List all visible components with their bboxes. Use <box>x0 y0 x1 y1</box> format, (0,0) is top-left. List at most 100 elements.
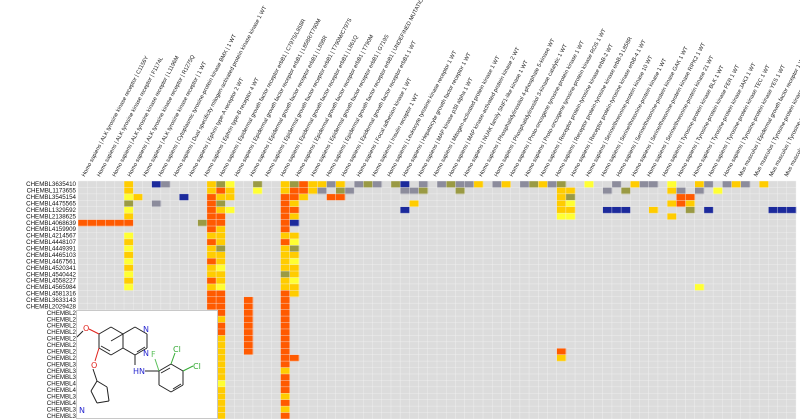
heatmap-cell <box>252 181 263 188</box>
heatmap-cell <box>216 213 226 220</box>
heatmap-cell <box>216 200 226 208</box>
heatmap-cell <box>114 219 125 227</box>
heatmap-cell <box>556 200 567 208</box>
heatmap-cell <box>473 181 484 188</box>
row-label: CHEMBL3633143 <box>26 297 76 304</box>
heatmap-cell <box>298 181 309 188</box>
row-label: CHEMBL2138625 <box>26 213 76 220</box>
heatmap-cell <box>206 251 217 259</box>
heatmap-cell <box>768 206 778 214</box>
heatmap-cell <box>547 181 557 188</box>
heatmap-cell <box>289 181 300 188</box>
row-label: CHEMBL3 <box>47 393 77 400</box>
heatmap-cell <box>124 264 134 272</box>
heatmap-cell <box>289 290 300 298</box>
heatmap-cell <box>206 206 217 214</box>
heatmap-cell <box>105 219 116 227</box>
heatmap-cell <box>639 181 650 188</box>
heatmap-cell <box>206 213 217 220</box>
heatmap-cell <box>565 193 576 201</box>
row-label: CHEMBL2 <box>47 355 77 362</box>
heatmap-cell <box>713 187 723 195</box>
heatmap-cell <box>124 187 134 195</box>
heatmap-cell <box>225 181 235 188</box>
heatmap-cell <box>676 187 686 195</box>
heatmap-cell <box>289 264 300 272</box>
heatmap-cell <box>280 296 291 304</box>
heatmap-cell <box>565 213 576 220</box>
heatmap-cell <box>280 181 291 188</box>
row-label: CHEMBL4540442 <box>26 271 76 278</box>
heatmap-cell <box>216 283 226 291</box>
heatmap-cell <box>280 341 291 349</box>
heatmap-cell <box>289 193 300 201</box>
heatmap-cell <box>216 328 226 336</box>
heatmap-cell <box>216 238 226 246</box>
heatmap-cell <box>685 193 696 201</box>
heatmap-cell <box>206 271 217 278</box>
atom-f: F <box>151 350 156 359</box>
atom-n1: N <box>143 325 149 334</box>
row-label: CHEMBL3635410 <box>26 181 76 188</box>
row-label: CHEMBL4565984 <box>26 284 76 291</box>
heatmap-cell <box>280 322 291 330</box>
heatmap-cell <box>354 181 364 188</box>
heatmap-cell <box>206 238 217 246</box>
heatmap-cell <box>694 283 705 291</box>
row-label: CHEMBL2 <box>47 348 77 355</box>
atom-nh: HN <box>133 367 145 376</box>
heatmap-cell <box>409 200 419 208</box>
heatmap-cell <box>289 283 300 291</box>
heatmap-cell <box>289 206 300 214</box>
row-label: CHEMBL4068639 <box>26 220 76 227</box>
heatmap-cell <box>289 258 300 265</box>
row-label: CHEMBL3 <box>47 413 77 419</box>
heatmap-cell <box>685 206 696 214</box>
heatmap-cell <box>326 181 337 188</box>
heatmap-cell <box>243 348 254 355</box>
heatmap-cell <box>124 251 134 259</box>
heatmap-cell <box>216 335 226 343</box>
heatmap-cell <box>731 181 742 188</box>
heatmap-cell <box>243 341 254 349</box>
heatmap-cell <box>372 181 383 188</box>
row-label: CHEMBL2 <box>47 336 77 343</box>
heatmap-cell <box>648 181 659 188</box>
heatmap-cell <box>280 213 291 220</box>
heatmap-cell <box>556 348 567 355</box>
heatmap-cells <box>78 181 797 419</box>
heatmap-cell <box>308 187 318 195</box>
heatmap-cell <box>289 200 300 208</box>
row-label: CHEMBL2 <box>47 310 77 317</box>
molecule-structure-drawing: N N O O F Cl Cl HN N <box>77 324 201 415</box>
heatmap-cell <box>206 290 217 298</box>
heatmap-cell <box>280 309 291 317</box>
row-label: CHEMBL4 <box>47 387 77 394</box>
heatmap-cell <box>124 283 134 291</box>
heatmap-cell <box>206 277 217 285</box>
row-label: CHEMBL4 <box>47 381 77 388</box>
heatmap-cell <box>216 354 226 362</box>
heatmap-cell <box>216 309 226 317</box>
heatmap-cell <box>280 238 291 246</box>
heatmap-cell <box>335 181 346 188</box>
heatmap-cell <box>280 193 291 201</box>
heatmap-cell <box>151 200 162 208</box>
heatmap-cell <box>289 271 300 278</box>
heatmap-cell <box>630 181 640 188</box>
row-label: CHEMBL3 <box>47 361 77 368</box>
heatmap-cell <box>289 213 300 220</box>
column-label: Homo sapiens | Serine/threonine-protein … <box>616 45 690 178</box>
column-labels: Homo sapiens | ALK tyrosine kinase recep… <box>81 0 800 178</box>
heatmap-cell <box>206 283 217 291</box>
heatmap-cell <box>216 226 226 233</box>
heatmap-cell <box>280 328 291 336</box>
heatmap-cell <box>289 232 300 240</box>
heatmap-cell <box>206 232 217 240</box>
heatmap-cell <box>243 322 254 330</box>
heatmap-cell <box>280 367 291 375</box>
heatmap-cell <box>243 335 254 343</box>
row-label: CHEMBL4465103 <box>26 252 76 259</box>
heatmap-cell <box>289 219 300 227</box>
heatmap-cell <box>400 181 410 188</box>
